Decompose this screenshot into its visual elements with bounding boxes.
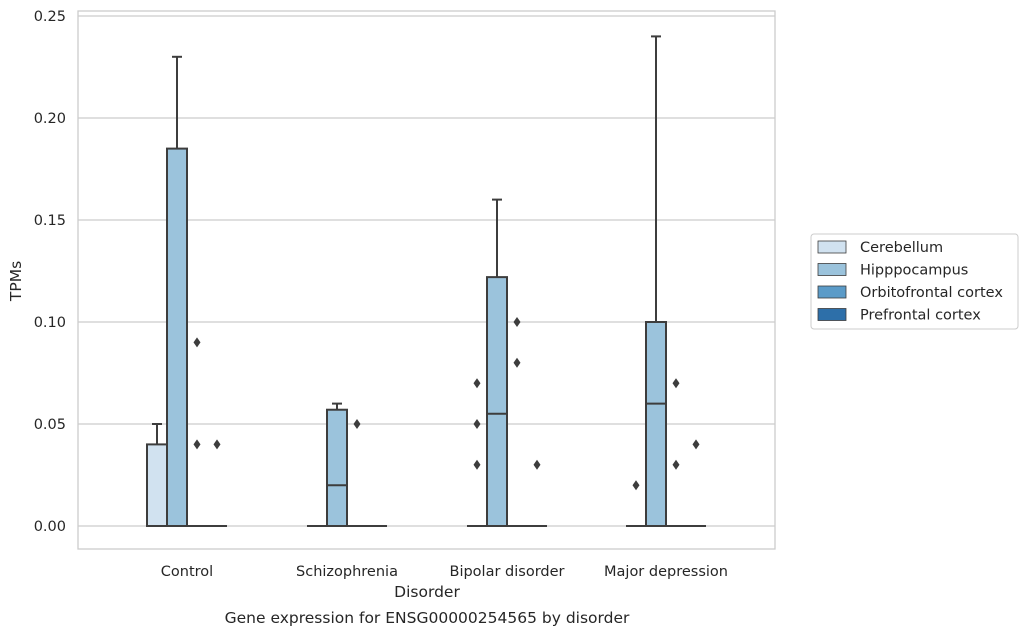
outlier-point bbox=[193, 439, 201, 450]
y-tick-label: 0.10 bbox=[34, 315, 66, 331]
y-axis-ticks: 0.00 0.05 0.10 0.15 0.20 0.25 bbox=[34, 9, 66, 535]
outlier-point bbox=[672, 378, 680, 389]
outlier-point bbox=[213, 439, 221, 450]
outlier-point bbox=[672, 459, 680, 470]
box-orbitofrontal-cortex bbox=[187, 337, 207, 527]
legend-swatch bbox=[817, 240, 847, 254]
box-body bbox=[146, 443, 168, 527]
y-tick-label: 0.25 bbox=[34, 9, 66, 25]
outlier-point bbox=[473, 459, 481, 470]
outlier-point bbox=[353, 419, 361, 429]
legend-label: Cerebellum bbox=[860, 240, 943, 256]
x-tick-label: Bipolar disorder bbox=[450, 564, 565, 580]
outlier-point bbox=[513, 357, 521, 368]
legend-frame bbox=[810, 233, 1019, 330]
box-body bbox=[486, 276, 508, 527]
outlier-point bbox=[632, 480, 640, 491]
legend-label: Orbitofrontal cortex bbox=[860, 285, 1003, 301]
box-cerebellum bbox=[146, 423, 168, 527]
legend-swatch bbox=[817, 263, 847, 276]
box-body bbox=[326, 408, 348, 527]
box-orbitofrontal-cortex bbox=[666, 378, 686, 527]
legend-swatch bbox=[817, 308, 847, 321]
legend-label: Prefrontal cortex bbox=[860, 308, 981, 324]
legend-swatch bbox=[817, 285, 847, 299]
y-tick-label: 0.15 bbox=[34, 213, 66, 229]
box-cerebellum bbox=[626, 480, 646, 527]
box-prefrontal-cortex bbox=[207, 439, 227, 527]
outlier-point bbox=[473, 378, 481, 389]
box-hipppocampus bbox=[326, 402, 348, 527]
outlier-point bbox=[193, 337, 201, 348]
x-tick-label: Schizophrenia bbox=[296, 564, 398, 580]
y-tick-label: 0.05 bbox=[34, 417, 66, 433]
box-hipppocampus bbox=[166, 55, 188, 527]
outlier-point bbox=[473, 419, 481, 429]
box-layer bbox=[146, 35, 706, 527]
box-prefrontal-cortex bbox=[686, 439, 706, 527]
box-hipppocampus bbox=[486, 198, 508, 527]
legend-label: Hipppocampus bbox=[860, 263, 968, 279]
x-axis-label: Disorder bbox=[394, 583, 460, 601]
y-tick-label: 0.00 bbox=[34, 519, 66, 535]
box-hipppocampus bbox=[645, 35, 667, 527]
x-tick-label: Major depression bbox=[604, 564, 728, 580]
plot-frame bbox=[77, 10, 776, 550]
figure-caption: Gene expression for ENSG00000254565 by d… bbox=[225, 609, 630, 627]
x-axis-ticks: Control Schizophrenia Bipolar disorder Majo… bbox=[161, 564, 728, 580]
legend: Cerebellum Hipppocampus Orbitofrontal cort… bbox=[810, 233, 1019, 330]
box-prefrontal-cortex bbox=[527, 459, 547, 527]
box-body bbox=[166, 147, 188, 527]
box-body bbox=[645, 321, 667, 527]
box-orbitofrontal-cortex bbox=[507, 317, 527, 527]
box-cerebellum bbox=[467, 378, 487, 527]
y-axis-label: TPMs bbox=[7, 261, 25, 302]
outlier-point bbox=[533, 459, 541, 470]
y-tick-label: 0.20 bbox=[34, 111, 66, 127]
outlier-point bbox=[513, 317, 521, 327]
box-orbitofrontal-cortex bbox=[347, 419, 367, 527]
outlier-point bbox=[692, 439, 700, 450]
x-tick-label: Control bbox=[161, 564, 213, 580]
